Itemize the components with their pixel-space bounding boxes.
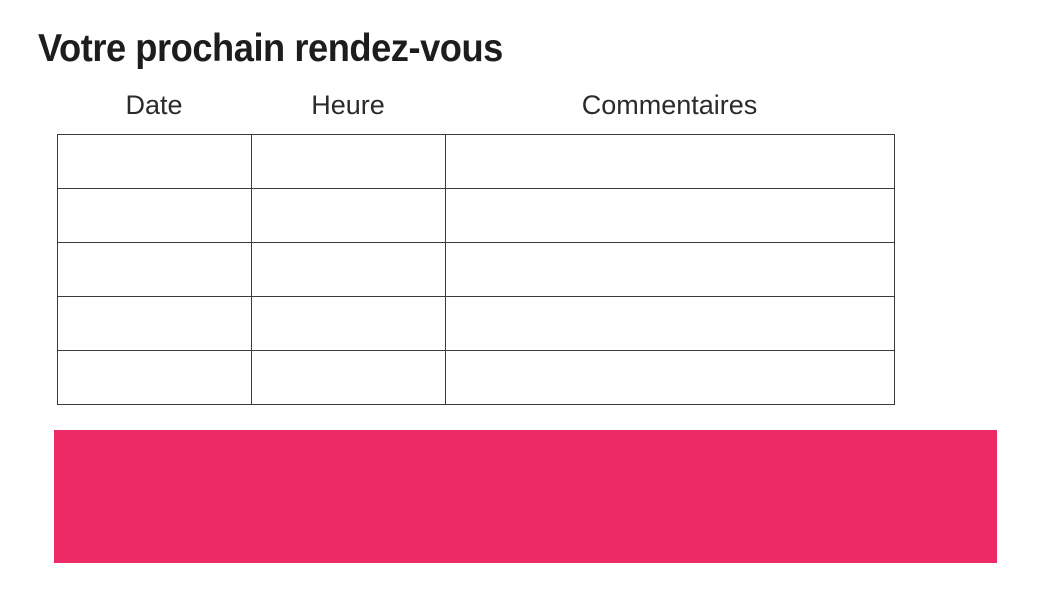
table-row <box>57 188 895 243</box>
page-title: Votre prochain rendez-vous <box>38 27 503 70</box>
table-cell <box>251 296 446 351</box>
table-cell <box>251 242 446 297</box>
table-cell <box>251 350 446 405</box>
column-header-heure: Heure <box>311 90 385 120</box>
table-row <box>57 134 895 189</box>
table-row <box>57 296 895 351</box>
table-cell <box>445 242 895 297</box>
table-cell <box>445 350 895 405</box>
table-row <box>57 242 895 297</box>
table-cell <box>57 242 252 297</box>
table-cell <box>251 188 446 243</box>
table-cell <box>445 134 895 189</box>
table-cell <box>251 134 446 189</box>
table-cell <box>445 296 895 351</box>
table-cell <box>445 188 895 243</box>
table-cell <box>57 350 252 405</box>
footer-accent-banner <box>54 430 997 563</box>
table-cell <box>57 188 252 243</box>
column-header-date: Date <box>125 90 183 120</box>
column-header-commentaires: Commentaires <box>581 90 758 120</box>
appointments-table <box>57 134 895 405</box>
table-row <box>57 350 895 405</box>
appointments-table-body <box>57 134 895 405</box>
table-column-headers: Date Heure Commentaires <box>57 90 894 121</box>
table-cell <box>57 134 252 189</box>
table-cell <box>57 296 252 351</box>
